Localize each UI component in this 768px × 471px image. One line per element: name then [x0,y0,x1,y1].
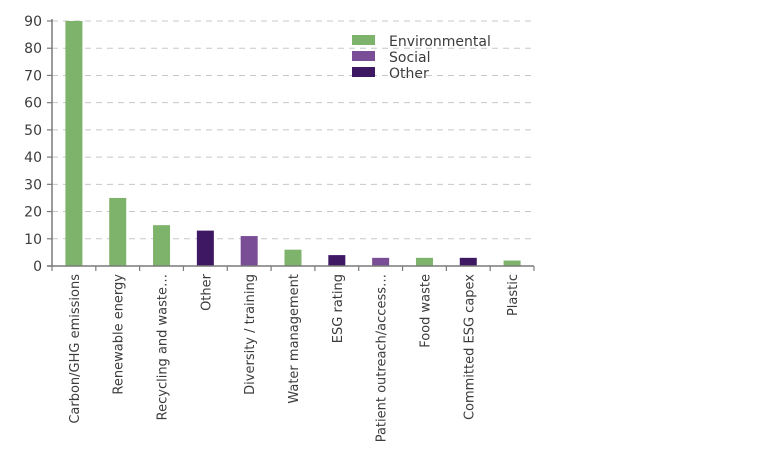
bar-renewable-energy [109,197,127,266]
x-category-label: Committed ESG capex [462,274,477,420]
bar-carbon-ghg-emissions [65,21,83,266]
x-category-label: Water management [287,274,302,404]
y-tick-label: 0 [33,259,42,275]
x-category-label: Carbon/GHG emissions [68,274,83,424]
legend-label-social: Social [389,50,431,66]
y-tick-label: 20 [24,205,42,221]
x-category-label: ESG rating [331,274,346,343]
bar-food-waste [415,257,433,266]
x-category-label: Patient outreach/access… [375,274,390,442]
bar-recycling-and-waste [153,225,171,266]
y-tick-label: 90 [24,14,42,30]
legend-swatch-environmental [352,35,375,45]
y-axis-ticks: 0 10 20 30 40 50 60 70 80 90 [24,14,52,275]
legend-label-environmental: Environmental [389,34,491,50]
axes [47,19,535,271]
y-tick-label: 40 [24,150,42,166]
bar-plastic [503,260,521,266]
bar-diversity-training [240,236,258,266]
bar-esg-rating [328,255,346,266]
x-category-label: Recycling and waste… [156,274,171,420]
y-tick-label: 50 [24,123,42,139]
x-category-label: Renewable energy [112,274,127,395]
x-category-label: Other [199,273,214,311]
y-tick-label: 10 [24,232,42,248]
legend-swatch-other [352,67,375,77]
bar-other [196,230,214,266]
bar-patient-outreach-access [372,257,390,266]
bars [65,21,521,266]
y-tick-label: 70 [24,68,42,84]
x-category-label: Diversity / training [243,274,258,395]
bar-water-management [284,249,302,266]
y-tick-label: 60 [24,96,42,112]
legend-label-other: Other [389,66,429,82]
y-tick-label: 80 [24,41,42,57]
bar-committed-esg-capex [459,257,477,266]
x-category-label: Plastic [506,274,521,316]
y-tick-label: 30 [24,177,42,193]
x-axis-labels: Carbon/GHG emissions Renewable energy Recy… [68,273,521,442]
legend-swatch-social [352,51,375,61]
x-category-label: Food waste [418,274,433,348]
gridlines [52,20,534,240]
